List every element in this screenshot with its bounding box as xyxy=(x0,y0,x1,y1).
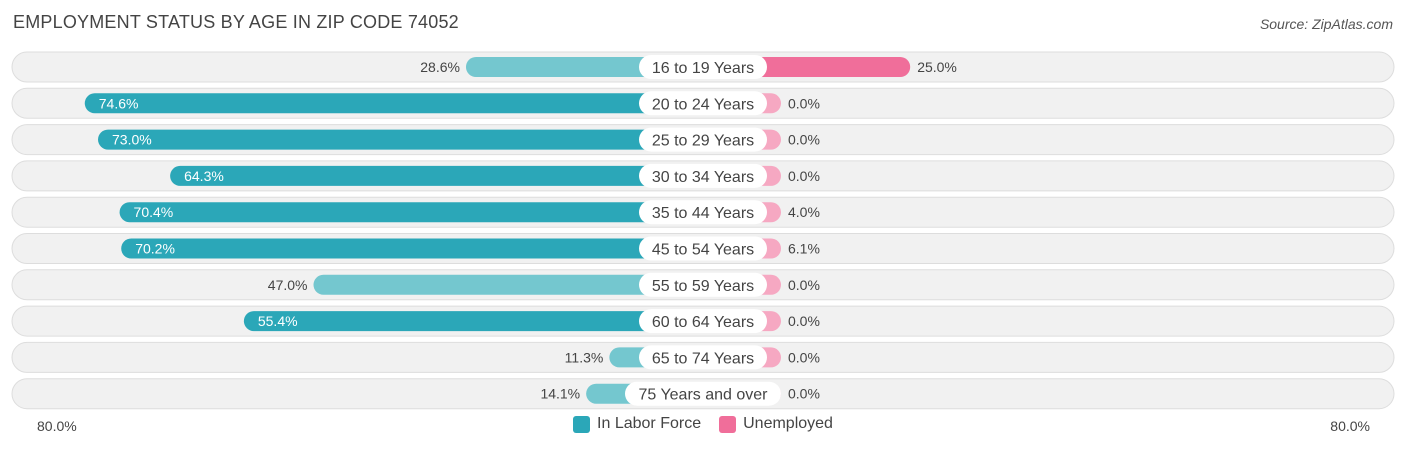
chart-title: EMPLOYMENT STATUS BY AGE IN ZIP CODE 740… xyxy=(13,12,459,32)
category-label: 35 to 44 Years xyxy=(652,205,754,222)
data-label-labor-force: 70.2% xyxy=(135,241,175,257)
category-label: 60 to 64 Years xyxy=(652,314,754,331)
bar-labor-force xyxy=(121,238,703,259)
category-label-pill xyxy=(639,236,767,261)
axis-right-label: 80.0% xyxy=(1330,418,1370,434)
legend: In Labor Force Unemployed xyxy=(0,415,1406,433)
category-label-pill xyxy=(639,309,767,334)
data-label-labor-force: 47.0% xyxy=(268,277,308,293)
data-label-labor-force: 11.3% xyxy=(565,349,604,365)
legend-label-labor: In Labor Force xyxy=(597,415,702,432)
data-label-unemployed: 0.0% xyxy=(788,277,820,293)
chart-source: Source: ZipAtlas.com xyxy=(1259,16,1393,32)
data-label-labor-force: 64.3% xyxy=(184,168,224,184)
category-label-pill xyxy=(639,91,767,116)
bar-labor-force xyxy=(119,202,703,223)
data-label-unemployed: 0.0% xyxy=(788,349,820,365)
bar-labor-force xyxy=(243,311,703,332)
category-label: 75 Years and over xyxy=(639,387,769,404)
legend-item-labor: In Labor Force xyxy=(573,415,701,433)
category-label: 55 to 59 Years xyxy=(652,278,754,295)
bar-labor-force xyxy=(98,129,703,150)
data-label-unemployed: 0.0% xyxy=(788,168,820,184)
data-label-labor-force: 14.1% xyxy=(540,386,580,402)
category-label: 16 to 19 Years xyxy=(652,60,754,77)
data-label-unemployed: 0.0% xyxy=(788,386,820,402)
data-label-labor-force: 55.4% xyxy=(258,313,298,329)
data-label-unemployed: 6.1% xyxy=(788,241,820,257)
category-label-pill xyxy=(639,272,767,297)
category-label-pill xyxy=(639,163,767,188)
bar-labor-force xyxy=(170,165,703,186)
category-label-pill xyxy=(639,55,767,79)
data-label-labor-force: 73.0% xyxy=(112,132,152,148)
category-label: 30 to 34 Years xyxy=(652,169,754,186)
category-label-pill xyxy=(639,200,767,225)
category-label: 45 to 54 Years xyxy=(652,242,754,259)
axis-left-label: 80.0% xyxy=(37,418,77,434)
data-label-labor-force: 70.4% xyxy=(134,204,174,220)
data-label-unemployed: 0.0% xyxy=(788,132,820,148)
data-label-unemployed: 4.0% xyxy=(788,204,820,220)
bar-labor-force xyxy=(313,274,703,295)
bar-labor-force xyxy=(84,93,703,114)
legend-item-unemployed: Unemployed xyxy=(719,415,833,433)
data-label-unemployed: 25.0% xyxy=(917,59,957,75)
category-label: 20 to 24 Years xyxy=(652,96,754,113)
data-label-unemployed: 0.0% xyxy=(788,313,820,329)
legend-swatch-labor xyxy=(573,415,591,433)
category-label-pill xyxy=(639,345,767,370)
legend-swatch-unemployed xyxy=(719,415,737,433)
category-label-pill xyxy=(625,381,781,406)
category-label-pill xyxy=(639,127,767,152)
data-label-unemployed: 0.0% xyxy=(788,95,820,111)
data-label-labor-force: 74.6% xyxy=(99,95,139,111)
data-label-labor-force: 28.6% xyxy=(420,59,460,75)
legend-label-unemployed: Unemployed xyxy=(743,415,833,432)
category-label: 25 to 29 Years xyxy=(652,133,754,150)
category-label: 65 to 74 Years xyxy=(652,350,754,367)
